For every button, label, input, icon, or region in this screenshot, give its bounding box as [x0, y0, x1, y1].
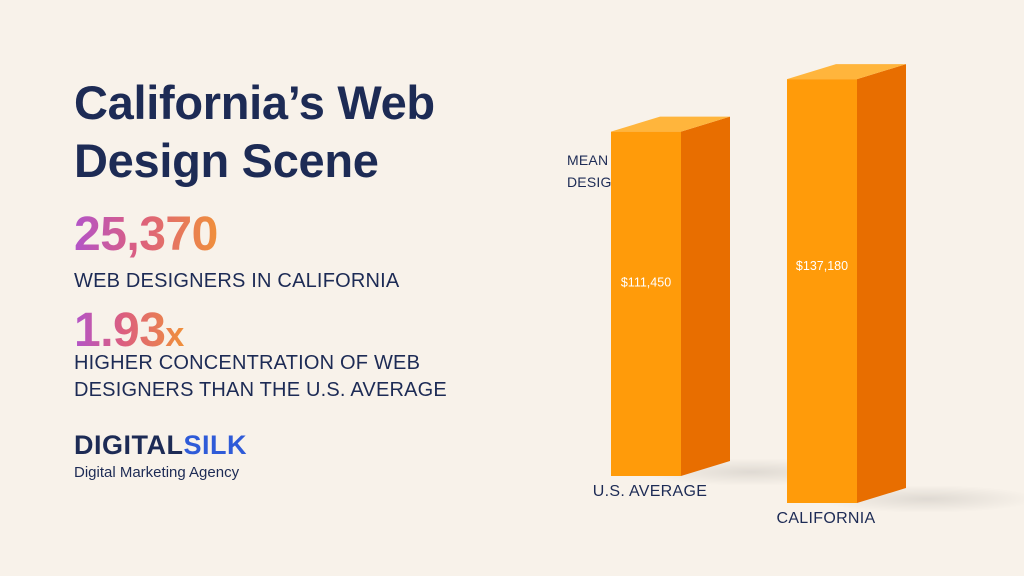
logo-text-digital: DIGITAL [74, 430, 184, 460]
bar-front-face [611, 131, 681, 476]
logo-text-silk: SILK [183, 430, 247, 460]
bar-top-face [611, 116, 730, 132]
bar-value-label: $137,180 [796, 259, 848, 273]
bar-side-face [681, 116, 730, 476]
logo-tagline: Digital Marketing Agency [74, 464, 240, 481]
stat-designer-count-label: WEB DESIGNERS IN CALIFORNIA [74, 270, 400, 292]
page-title: California’s Web Design Scene [74, 76, 435, 187]
stat-concentration-label: HIGHER CONCENTRATION OF WEB DESIGNERS TH… [74, 352, 447, 401]
bar-california: $137,180 CALIFORNIA [776, 64, 1024, 527]
brand-logo: DIGITALSILK [74, 430, 247, 460]
bar-value-label: $111,450 [621, 276, 671, 290]
bar-front-face [787, 79, 857, 503]
bar-top-face [787, 64, 906, 80]
bar-category-label: CALIFORNIA [776, 510, 875, 527]
bar-category-label: U.S. AVERAGE [593, 483, 707, 500]
bar-side-face [857, 64, 906, 503]
